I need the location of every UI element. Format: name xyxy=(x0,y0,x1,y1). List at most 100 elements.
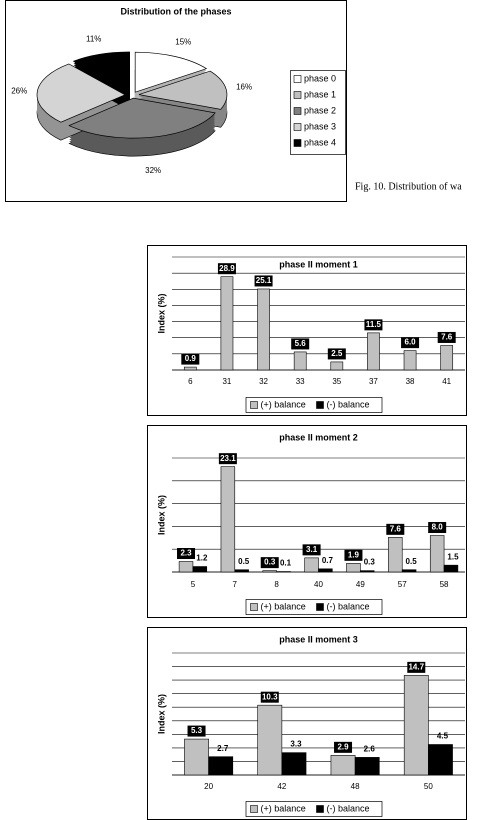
pie-slice xyxy=(36,63,126,123)
bar xyxy=(220,466,236,573)
bar xyxy=(388,537,403,573)
data-label: 8.0 xyxy=(432,523,444,532)
pie-label: 32% xyxy=(145,166,161,175)
data-label: 4.5 xyxy=(437,732,449,741)
legend-swatch xyxy=(293,91,302,99)
data-label: 28.9 xyxy=(219,264,235,273)
data-label-box xyxy=(327,348,346,360)
data-label: 0.7 xyxy=(322,556,334,565)
data-label-box xyxy=(302,544,321,556)
data-label: 3.3 xyxy=(290,740,302,749)
pie-label: 16% xyxy=(236,83,252,92)
data-label: 7.6 xyxy=(441,333,453,342)
legend-label: phase 3 xyxy=(304,121,336,131)
x-tick-label: 49 xyxy=(356,580,365,589)
legend-box xyxy=(245,801,383,817)
data-label: 23.1 xyxy=(220,454,236,463)
data-label-box xyxy=(428,522,447,534)
data-label: 0.3 xyxy=(364,558,376,567)
data-label: 2.7 xyxy=(217,744,229,753)
chart-title: phase II moment 3 xyxy=(279,634,358,644)
bar xyxy=(346,563,361,573)
chart-frame xyxy=(147,245,467,416)
data-label: 0.9 xyxy=(185,354,197,363)
chart-title: phase II moment 1 xyxy=(279,259,358,269)
x-tick-label: 8 xyxy=(274,580,279,589)
bar xyxy=(443,564,459,573)
x-tick-label: 58 xyxy=(440,580,449,589)
data-label-box xyxy=(291,338,310,350)
x-tick-label: 33 xyxy=(296,377,305,386)
data-label: 6.0 xyxy=(405,338,417,347)
x-tick-label: 42 xyxy=(277,782,286,791)
data-label: 1.9 xyxy=(348,550,360,559)
legend-box xyxy=(245,397,383,413)
bar xyxy=(401,569,417,573)
data-label: 3.1 xyxy=(306,545,318,554)
bar xyxy=(234,569,249,573)
data-label: 5.6 xyxy=(295,339,307,348)
data-label-box xyxy=(181,353,200,365)
chart-title: phase II moment 2 xyxy=(279,432,358,442)
x-tick-label: 6 xyxy=(188,377,193,386)
data-label: 1.5 xyxy=(447,552,459,561)
bar xyxy=(220,276,234,371)
pie-slice xyxy=(72,51,130,93)
data-label-box xyxy=(177,548,196,560)
data-label: 25.1 xyxy=(256,276,272,285)
bar xyxy=(192,566,208,573)
data-label-box xyxy=(401,337,420,349)
x-tick-label: 32 xyxy=(259,377,268,386)
data-label-box xyxy=(437,331,456,343)
caption: Fig. 10. Distribution of wa xyxy=(355,181,462,192)
data-label-box xyxy=(260,557,279,569)
bar xyxy=(360,570,375,573)
legend-box xyxy=(245,599,383,615)
data-label-box xyxy=(254,275,273,287)
data-label-box xyxy=(260,691,279,703)
bar xyxy=(330,361,344,371)
data-label-box xyxy=(334,741,353,753)
data-label-box xyxy=(344,549,363,561)
pie-label: 15% xyxy=(175,37,191,46)
data-label-box xyxy=(218,453,237,465)
legend-label: phase 0 xyxy=(304,73,336,83)
data-label: 14.7 xyxy=(408,662,424,671)
legend-swatch xyxy=(293,139,302,147)
y-axis-label: Index (%) xyxy=(156,495,166,535)
bar xyxy=(428,744,453,776)
data-label: 10.3 xyxy=(262,692,278,701)
pie-slice xyxy=(138,70,228,110)
x-tick-label: 57 xyxy=(398,580,407,589)
data-label: 0.5 xyxy=(406,557,418,566)
x-tick-label: 35 xyxy=(332,377,341,386)
legend-label: phase 4 xyxy=(304,137,336,147)
x-tick-label: 37 xyxy=(369,377,378,386)
data-label: 2.5 xyxy=(331,349,343,358)
data-label: 2.9 xyxy=(337,742,349,751)
data-label: 2.6 xyxy=(364,744,376,753)
legend-swatch xyxy=(316,603,324,611)
pie-slice xyxy=(134,51,208,93)
y-axis-label: Index (%) xyxy=(156,694,166,734)
data-label: 0.5 xyxy=(238,557,250,566)
x-tick-label: 40 xyxy=(314,580,323,589)
bar xyxy=(178,561,194,573)
pie-label: 26% xyxy=(11,86,27,95)
legend-label: (+) balance xyxy=(261,399,306,409)
bar xyxy=(440,345,454,371)
legend-label: phase 2 xyxy=(304,105,336,115)
data-label-box xyxy=(364,319,383,331)
chart-title: Distribution of the phases xyxy=(120,6,231,16)
bar xyxy=(403,675,429,776)
bar xyxy=(367,332,380,371)
bar xyxy=(293,351,307,371)
data-label-box xyxy=(407,661,426,673)
x-tick-label: 38 xyxy=(406,377,415,386)
bar xyxy=(403,350,417,371)
legend-swatch xyxy=(250,603,258,611)
data-label: 2.3 xyxy=(180,549,192,558)
x-tick-label: 41 xyxy=(442,377,451,386)
x-tick-label: 5 xyxy=(191,580,196,589)
